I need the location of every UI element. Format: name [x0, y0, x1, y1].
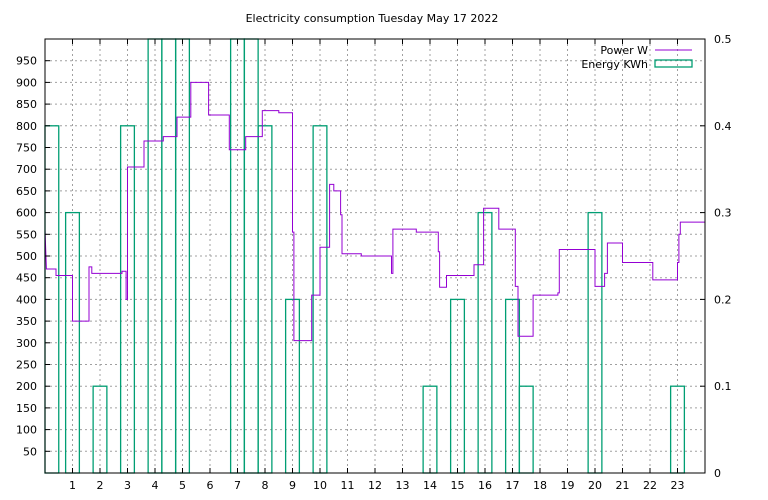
x-tick-label: 6 [207, 479, 214, 492]
energy-bar [161, 38, 177, 474]
y-left-tick-label: 650 [16, 185, 37, 198]
x-axis: 1 2 3 4 5 6 7 8 9 10 11 12 13 14 15 16 17 18 19 20 21 22 23 [69, 39, 685, 492]
y-left-tick-label: 250 [16, 359, 37, 372]
power-series-line [44, 81, 705, 342]
x-tick-label: 12 [368, 479, 382, 492]
y-left-tick-label: 100 [16, 424, 37, 437]
y-left-tick-label: 300 [16, 337, 37, 350]
x-tick-label: 10 [313, 479, 327, 492]
x-tick-label: 23 [671, 479, 685, 492]
y-left-tick-label: 500 [16, 250, 37, 263]
legend-label-energy: Energy KWh [581, 58, 648, 71]
y-left-tick-label: 550 [16, 228, 37, 241]
y-left-tick-label: 600 [16, 207, 37, 220]
x-tick-label: 19 [561, 479, 575, 492]
x-tick-label: 15 [451, 479, 465, 492]
x-tick-label: 13 [396, 479, 410, 492]
x-tick-label: 5 [179, 479, 186, 492]
y-right-tick-label: 0.5 [714, 33, 732, 46]
y-right-tick-label: 0 [714, 467, 721, 480]
y-left-tick-label: 450 [16, 272, 37, 285]
x-tick-label: 22 [643, 479, 657, 492]
legend-swatch-energy [654, 59, 693, 68]
x-tick-label: 20 [588, 479, 602, 492]
x-tick-label: 7 [234, 479, 241, 492]
x-tick-label: 2 [97, 479, 104, 492]
legend-label-power: Power W [600, 44, 648, 57]
x-tick-label: 21 [616, 479, 630, 492]
y-left-tick-label: 200 [16, 380, 37, 393]
y-left-tick-label: 700 [16, 163, 37, 176]
y-axis-left: 50 100 150 200 250 300 350 400 450 500 550 600 650 70… [16, 55, 50, 458]
x-tick-label: 16 [478, 479, 492, 492]
y-left-tick-label: 850 [16, 98, 37, 111]
y-left-tick-label: 50 [23, 445, 37, 458]
y-axis-right: 0 0.1 0.2 0.3 0.4 0.5 [700, 33, 732, 480]
y-left-tick-label: 750 [16, 142, 37, 155]
x-tick-label: 1 [69, 479, 76, 492]
energy-bar [64, 211, 81, 474]
x-tick-label: 11 [341, 479, 355, 492]
y-left-tick-label: 950 [16, 55, 37, 68]
x-tick-label: 9 [289, 479, 296, 492]
y-left-tick-label: 800 [16, 120, 37, 133]
x-tick-label: 17 [506, 479, 520, 492]
y-right-tick-label: 0.2 [714, 293, 732, 306]
y-left-tick-label: 900 [16, 76, 37, 89]
x-tick-label: 14 [423, 479, 437, 492]
y-left-tick-label: 150 [16, 402, 37, 415]
y-right-tick-label: 0.4 [714, 120, 732, 133]
x-tick-label: 3 [124, 479, 131, 492]
y-left-tick-label: 400 [16, 293, 37, 306]
legend: Power W Energy KWh [581, 44, 693, 71]
y-right-tick-label: 0.1 [714, 380, 732, 393]
x-tick-label: 8 [262, 479, 269, 492]
x-tick-label: 4 [152, 479, 159, 492]
chart-title: Electricity consumption Tuesday May 17 2… [246, 12, 499, 25]
y-right-tick-label: 0.3 [714, 207, 732, 220]
x-tick-label: 18 [533, 479, 547, 492]
y-left-tick-label: 350 [16, 315, 37, 328]
